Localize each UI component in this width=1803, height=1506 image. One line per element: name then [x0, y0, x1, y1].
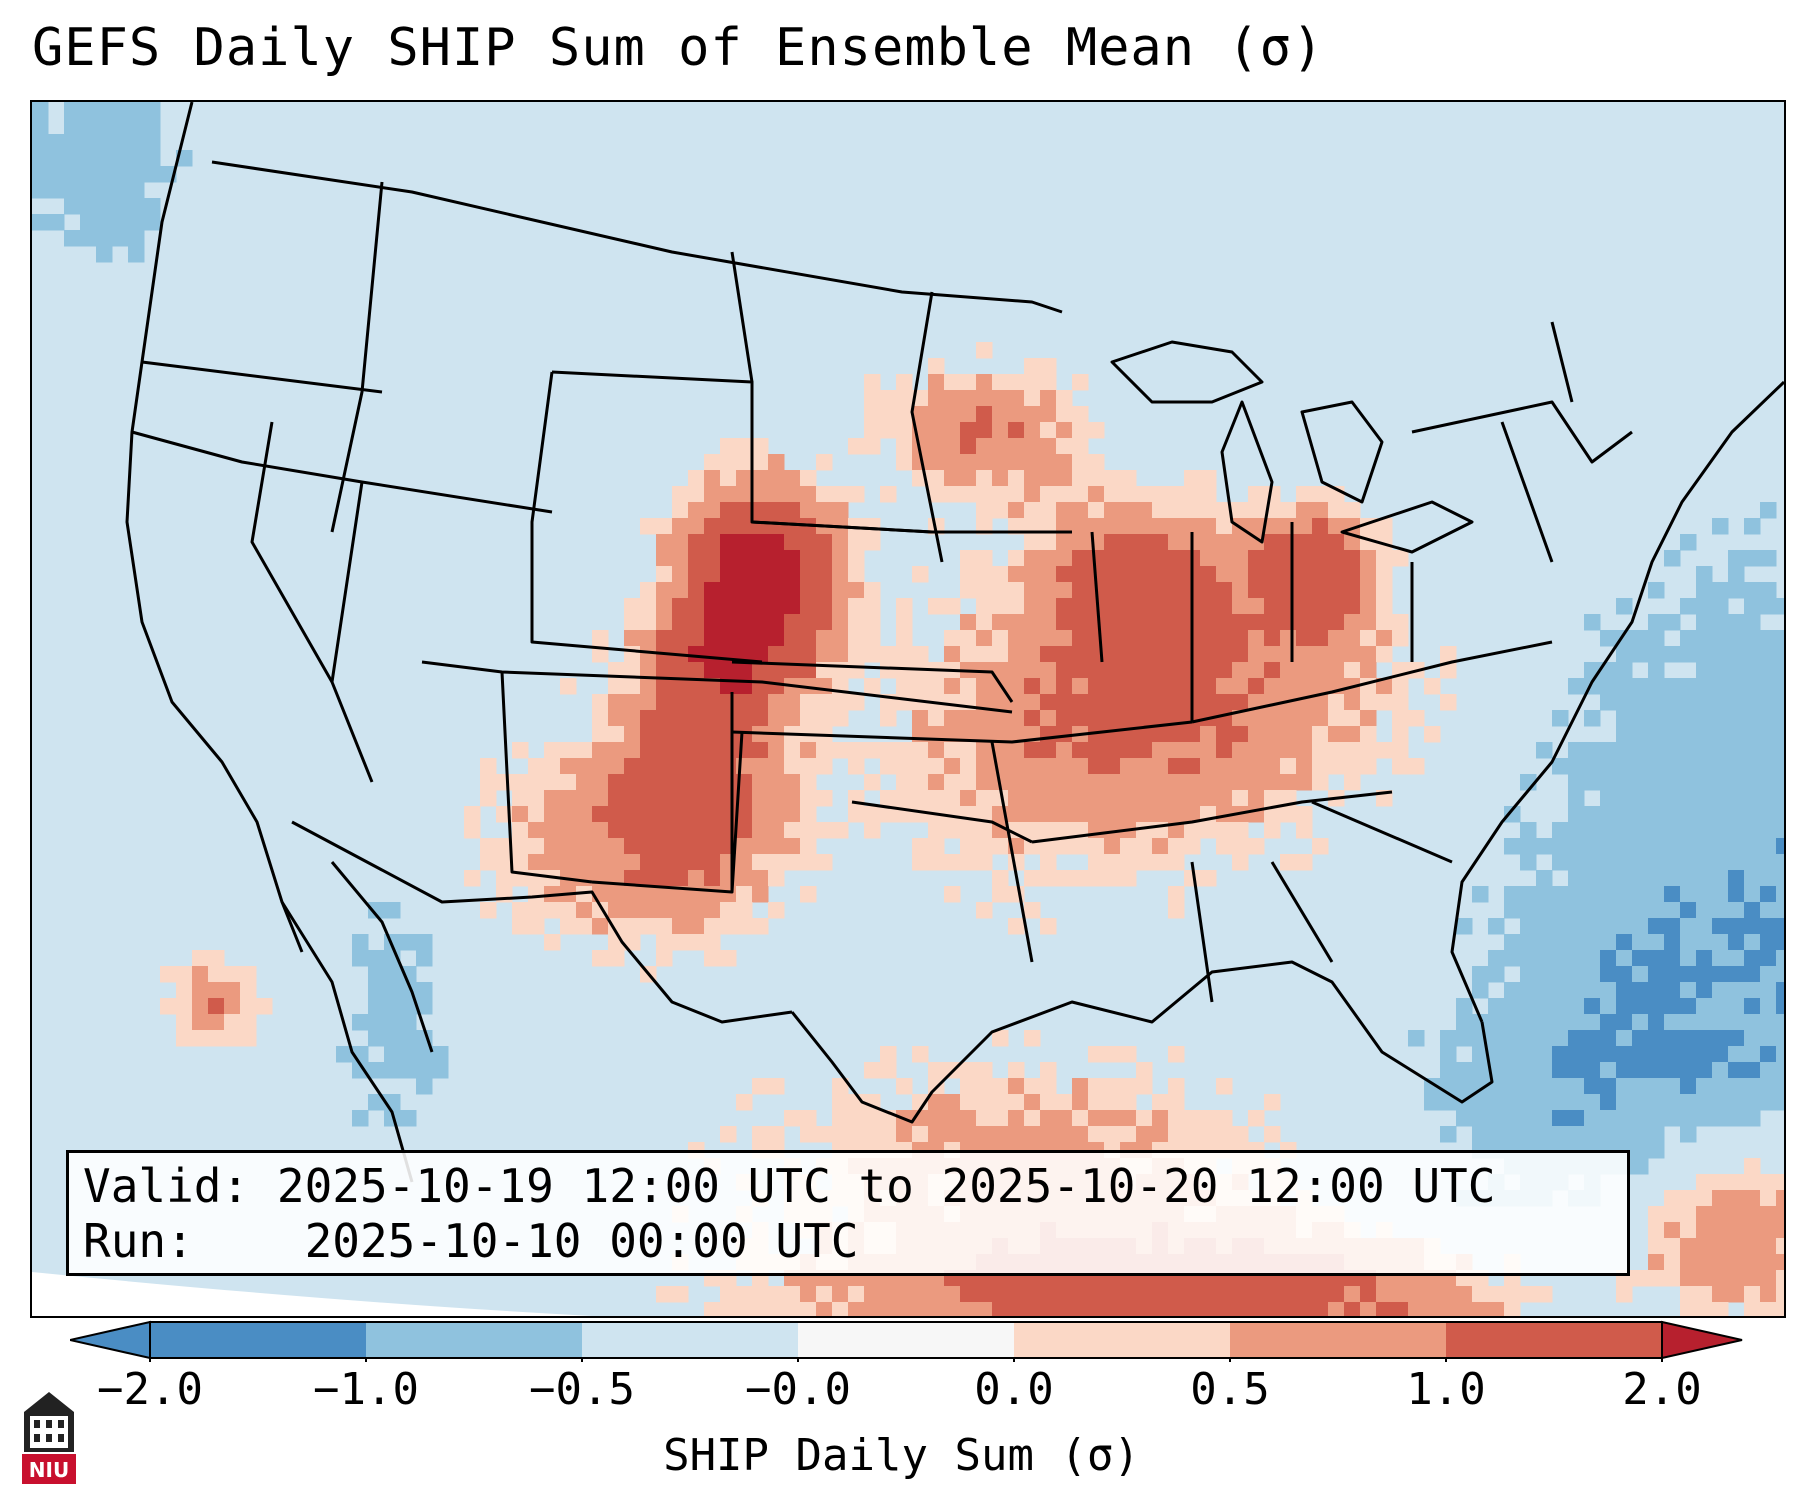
- logo-text: NIU: [29, 1458, 69, 1482]
- map-panel: [30, 100, 1786, 1318]
- colorbar-ticks: −2.0 −1.0 −0.5 −0.0 0.0 0.5 1.0 2.0: [0, 1364, 1803, 1424]
- colorbar-segment: [1446, 1322, 1662, 1358]
- colorbar-tick-label: 0.5: [1190, 1364, 1270, 1415]
- colorbar-segment: [366, 1322, 582, 1358]
- valid-label: Valid:: [83, 1159, 250, 1213]
- run-time: 2025-10-10 00:00 UTC: [304, 1214, 859, 1268]
- colorbar-segment: [798, 1322, 1014, 1358]
- colorbar-segment: [150, 1322, 366, 1358]
- niu-logo: NIU: [22, 1392, 76, 1484]
- colorbar-tick-label: 0.0: [974, 1364, 1054, 1415]
- colorbar-extend-low: [70, 1320, 151, 1360]
- colorbar-segment: [1230, 1322, 1446, 1358]
- colorbar-tick-label: −0.0: [745, 1364, 851, 1415]
- state-boundaries: [125, 102, 1784, 1183]
- colorbar-segment: [582, 1322, 798, 1358]
- run-label: Run:: [83, 1214, 194, 1268]
- anomaly-field: [32, 102, 1784, 1316]
- colorbar-tick-label: −1.0: [313, 1364, 419, 1415]
- colorbar-tick-label: 1.0: [1406, 1364, 1486, 1415]
- valid-time: 2025-10-19 12:00 UTC to 2025-10-20 12:00…: [276, 1159, 1496, 1213]
- colorbar-tick-label: −2.0: [97, 1364, 203, 1415]
- colorbar-label: SHIP Daily Sum (σ): [663, 1430, 1140, 1481]
- colorbar-segment: [1014, 1322, 1230, 1358]
- chart-title: GEFS Daily SHIP Sum of Ensemble Mean (σ): [32, 18, 1325, 78]
- colorbar-tick-label: 2.0: [1622, 1364, 1702, 1415]
- map-canvas: [32, 102, 1784, 1316]
- colorbar-tick-label: −0.5: [529, 1364, 635, 1415]
- validity-info-box: Valid: 2025-10-19 12:00 UTC to 2025-10-2…: [66, 1150, 1630, 1276]
- colorbar-extend-high: [1661, 1320, 1743, 1360]
- colorbar: [70, 1320, 1743, 1362]
